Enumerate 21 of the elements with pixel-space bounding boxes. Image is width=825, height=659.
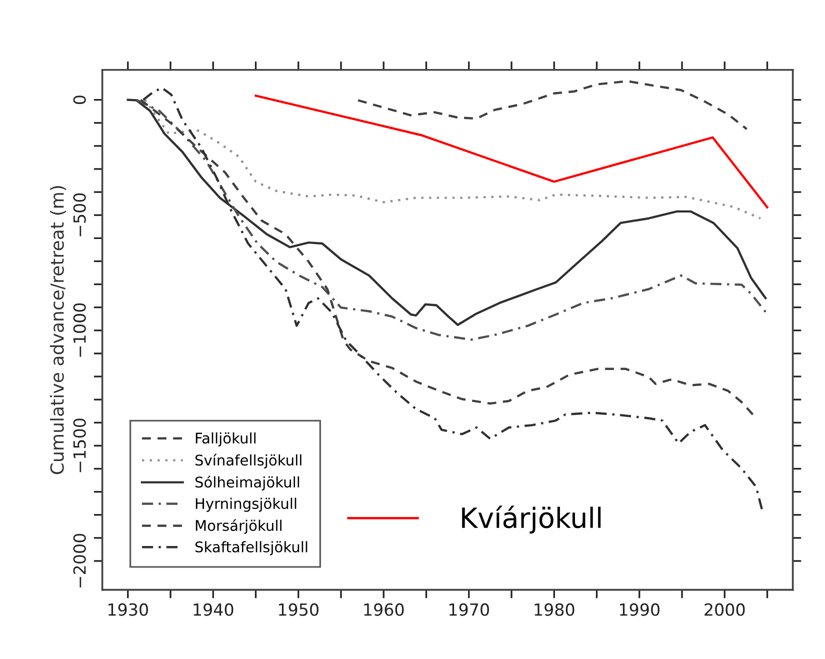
x-tick-label: 1960 (364, 603, 404, 616)
y-tick-label: −1000 (73, 303, 86, 357)
legend-label: Falljökull (196, 432, 256, 446)
y-axis-title: Cumulative advance/retreat (m) (50, 186, 66, 474)
x-tick-label: 1970 (449, 603, 489, 616)
y-tick-label: 0 (73, 96, 86, 104)
y-tick-label: −2000 (73, 534, 86, 588)
x-tick-label: 2000 (704, 603, 745, 616)
legend-label: Skaftafellsjökull (195, 541, 308, 556)
legend-label: Morsárjökull (196, 519, 282, 534)
y-tick-label: −500 (73, 193, 86, 236)
x-tick-label: 1950 (278, 603, 318, 616)
x-tick-label: 1930 (108, 603, 148, 616)
legend-label: Sólheimajökull (195, 476, 300, 490)
x-tick-label: 1940 (194, 603, 234, 616)
legend-label: Hyrningsjökull (196, 498, 296, 512)
x-tick-label: 1990 (620, 603, 660, 616)
y-tick-label: −1500 (73, 418, 86, 472)
x-tick-label: 1980 (534, 603, 574, 616)
legend-label: Svínafellsjökull (195, 454, 302, 468)
legend-label: Kvíárjökull (462, 506, 601, 534)
